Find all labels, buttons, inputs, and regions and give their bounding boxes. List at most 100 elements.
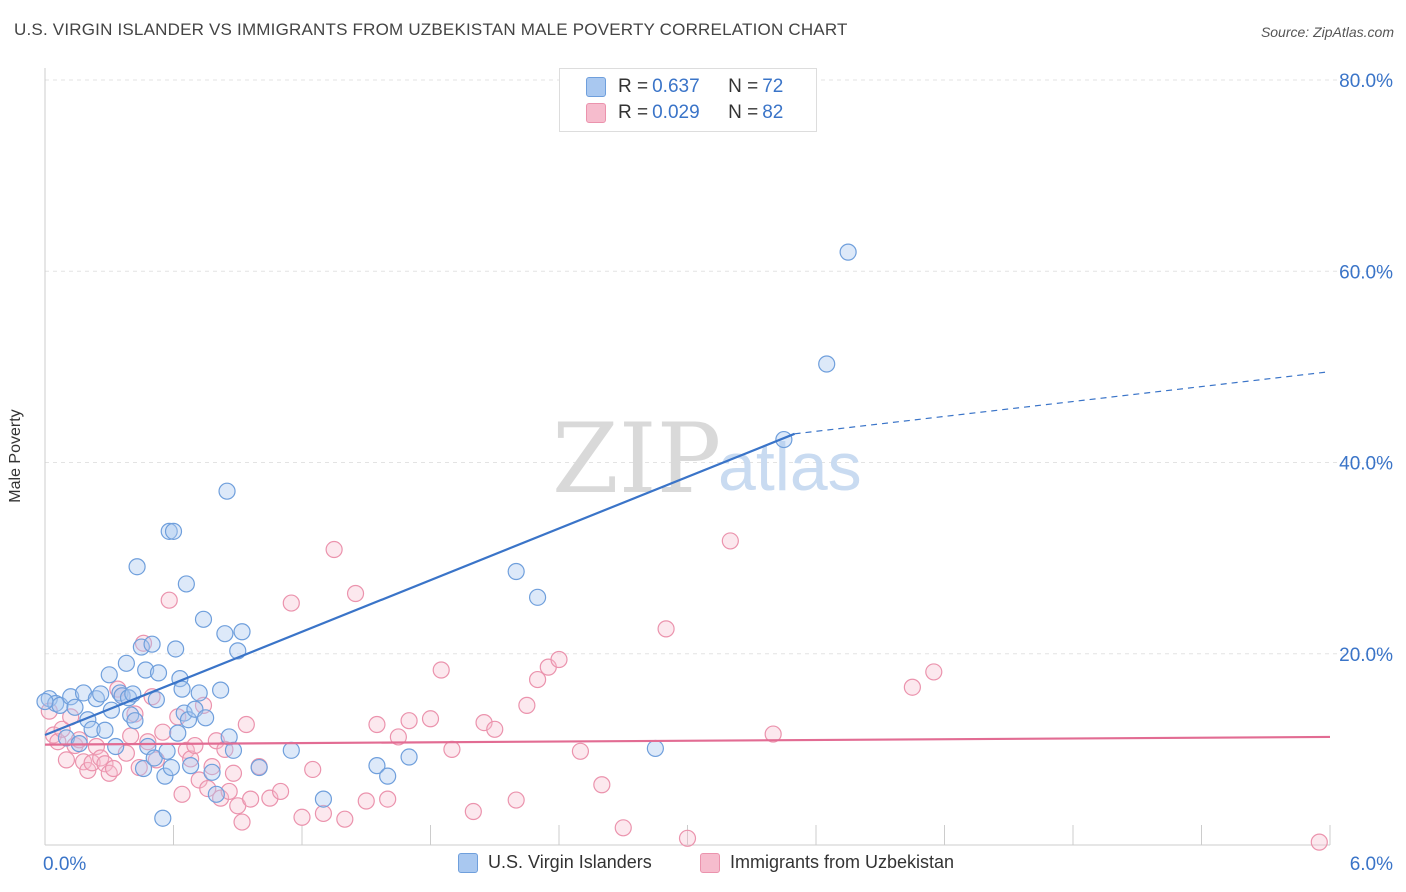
legend-n-label: N = [728, 76, 759, 97]
data-point-uzbekistan [304, 760, 322, 779]
legend-row-pink: R = 0.029 N = 82 [586, 101, 783, 125]
data-point-virgin-islanders [36, 692, 54, 711]
data-point-uzbekistan [242, 790, 260, 808]
data-point-virgin-islanders [169, 724, 187, 742]
data-point-virgin-islanders [233, 623, 251, 641]
data-point-uzbekistan [104, 759, 123, 778]
data-point-virgin-islanders [190, 684, 208, 702]
data-point-virgin-islanders [111, 684, 129, 702]
data-point-uzbekistan [528, 670, 547, 689]
y-axis-label: Male Poverty [7, 409, 24, 503]
data-point-uzbekistan [199, 779, 217, 798]
data-point-virgin-islanders [368, 757, 386, 775]
data-point-virgin-islanders [149, 664, 168, 682]
data-point-uzbekistan [550, 650, 568, 669]
data-point-virgin-islanders [167, 640, 185, 658]
data-point-virgin-islanders [173, 680, 191, 698]
data-point-uzbekistan [182, 750, 200, 768]
data-point-uzbekistan [764, 725, 782, 743]
data-point-virgin-islanders [282, 741, 300, 759]
data-point-virgin-islanders [224, 741, 243, 759]
data-point-virgin-islanders [92, 685, 110, 703]
y-tick-label: 40.0% [1339, 454, 1393, 475]
data-point-virgin-islanders [143, 635, 161, 653]
bottom-legend-item-pink: Immigrants from Uzbekistan [700, 852, 954, 873]
data-point-uzbekistan [57, 751, 76, 769]
bottom-legend: U.S. Virgin Islanders Immigrants from Uz… [0, 852, 1406, 878]
data-point-uzbekistan [507, 791, 525, 809]
legend-row-blue: R = 0.637 N = 72 [586, 75, 783, 99]
data-point-virgin-islanders [216, 625, 234, 643]
data-point-uzbekistan [593, 776, 611, 794]
legend-r-value: 0.637 [652, 76, 700, 97]
data-point-uzbekistan [475, 713, 493, 732]
series-pink-points [40, 532, 1328, 851]
data-point-uzbekistan [1310, 833, 1328, 851]
data-point-uzbekistan [400, 712, 418, 730]
legend-n-label: N = [728, 102, 759, 123]
trend-line-uzbekistan [44, 735, 1331, 746]
data-point-uzbekistan [154, 723, 172, 741]
data-point-virgin-islanders [203, 763, 221, 781]
data-point-uzbekistan [83, 754, 101, 772]
data-point-uzbekistan [293, 808, 311, 826]
trend-lines [44, 371, 1331, 746]
data-point-virgin-islanders [197, 709, 215, 727]
y-tick-label: 60.0% [1339, 262, 1393, 283]
data-point-virgin-islanders [158, 742, 176, 760]
data-point-uzbekistan [203, 757, 221, 776]
data-point-uzbekistan [368, 715, 386, 734]
data-point-uzbekistan [224, 764, 243, 782]
data-point-virgin-islanders [207, 785, 225, 803]
data-point-uzbekistan [486, 720, 504, 738]
data-point-virgin-islanders [96, 721, 114, 739]
data-point-virgin-islanders [154, 809, 172, 827]
data-point-virgin-islanders [107, 737, 125, 756]
trend-line-virgin-islanders-dashed [794, 371, 1331, 435]
legend-swatch-pink [586, 103, 606, 123]
data-point-virgin-islanders [164, 522, 183, 540]
data-point-uzbekistan [233, 813, 251, 831]
data-point-virgin-islanders [194, 610, 213, 628]
data-point-uzbekistan [237, 715, 255, 734]
data-point-uzbekistan [925, 663, 943, 681]
data-point-uzbekistan [357, 792, 375, 810]
data-point-uzbekistan [389, 728, 407, 746]
grid-lines [45, 79, 1392, 655]
data-point-uzbekistan [443, 740, 461, 758]
data-point-uzbekistan [282, 594, 300, 612]
data-point-uzbekistan [432, 661, 450, 679]
series-blue-points [36, 243, 857, 827]
source-label: Source: ZipAtlas.com [1260, 24, 1394, 40]
data-point-virgin-islanders [507, 562, 525, 581]
y-tick-label: 80.0% [1339, 71, 1393, 92]
data-point-virgin-islanders [134, 759, 153, 778]
data-point-uzbekistan [518, 696, 536, 714]
x-tick-label: 6.0% [1350, 854, 1393, 875]
data-point-uzbekistan [421, 710, 440, 728]
data-point-uzbekistan [379, 790, 397, 808]
data-point-virgin-islanders [126, 712, 144, 730]
data-point-virgin-islanders [83, 720, 101, 738]
data-point-uzbekistan [96, 755, 114, 773]
data-point-uzbekistan [657, 620, 675, 638]
data-point-uzbekistan [678, 829, 697, 847]
data-point-virgin-islanders [132, 638, 150, 656]
bottom-legend-label-pink: Immigrants from Uzbekistan [730, 852, 955, 872]
legend: R = 0.637 N = 72 R = 0.029 N = 82 [559, 68, 817, 132]
data-point-uzbekistan [336, 810, 354, 828]
legend-swatch-blue [586, 77, 606, 97]
data-point-uzbekistan [173, 785, 191, 803]
legend-r-label: R = [618, 102, 649, 123]
data-point-uzbekistan [122, 727, 140, 745]
watermark-atlas: atlas [718, 429, 862, 505]
trend-line-virgin-islanders [44, 432, 795, 737]
bottom-legend-item-blue: U.S. Virgin Islanders [458, 852, 652, 873]
legend-n-value: 72 [762, 76, 784, 97]
data-point-uzbekistan [903, 678, 921, 696]
legend-r-label: R = [618, 76, 649, 97]
data-point-virgin-islanders [528, 588, 547, 606]
data-point-virgin-islanders [137, 661, 155, 679]
data-point-uzbekistan [220, 782, 238, 801]
